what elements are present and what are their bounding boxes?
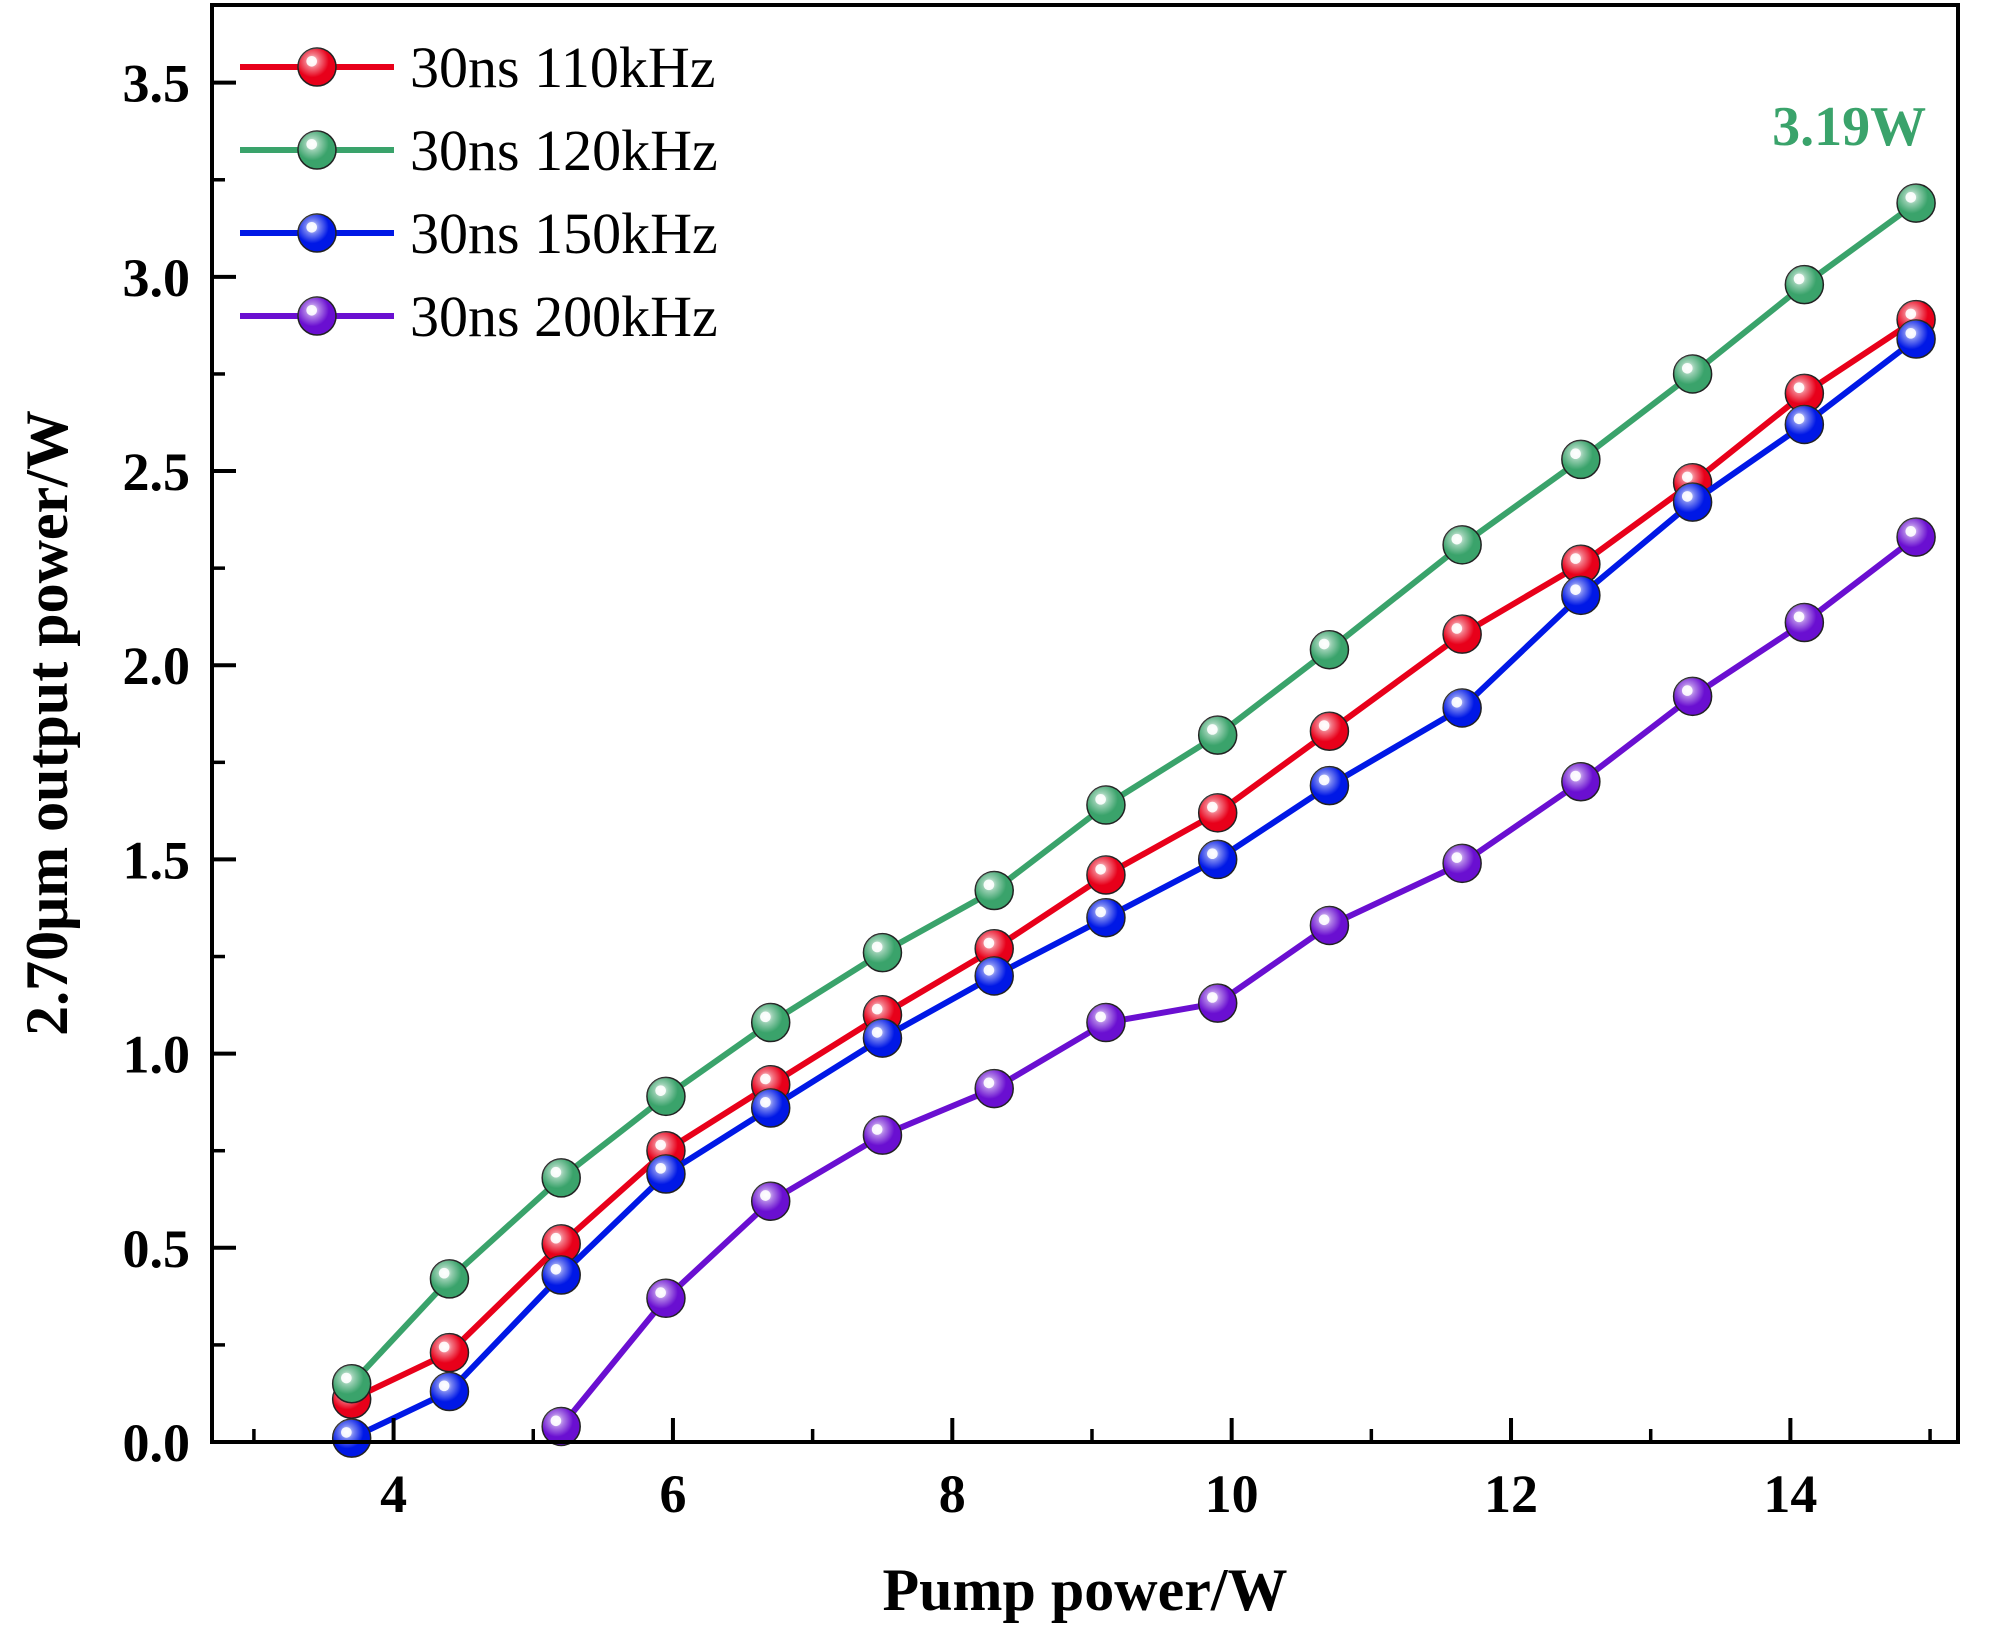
data-point (1197, 715, 1238, 755)
y-tick-label: 1.0 (123, 1025, 191, 1085)
data-point (1309, 629, 1350, 670)
x-tick-label: 6 (659, 1464, 686, 1524)
data-point (429, 1259, 470, 1299)
y-axis-title: 2.70μm output power/W (14, 410, 80, 1036)
y-tick-label: 0.0 (123, 1413, 191, 1473)
legend-swatch-marker (297, 130, 337, 170)
y-tick-label: 3.0 (123, 248, 191, 308)
data-point (750, 1181, 791, 1221)
legend-swatch-marker (297, 47, 337, 87)
data-point (1561, 544, 1601, 585)
legend-label: 30ns 110kHz (410, 35, 716, 100)
data-point (974, 956, 1014, 996)
x-tick-label: 12 (1484, 1464, 1538, 1524)
data-point (1309, 711, 1350, 752)
data-point (1086, 785, 1126, 825)
data-point (1086, 855, 1126, 895)
y-tick-label: 1.5 (123, 830, 191, 890)
data-point (862, 932, 903, 973)
data-point (429, 1332, 470, 1373)
data-point (1197, 839, 1238, 880)
data-point (1442, 688, 1482, 728)
data-point (1896, 319, 1936, 359)
data-point (541, 1255, 581, 1295)
data-point (1561, 575, 1601, 616)
data-point (974, 929, 1014, 969)
data-point (1784, 264, 1825, 305)
legend-entry: 30ns 110kHz (240, 35, 716, 100)
data-point (331, 1418, 372, 1458)
legend-swatch-marker (297, 296, 337, 336)
series-2 (331, 319, 1936, 1458)
legend-label: 30ns 120kHz (410, 118, 718, 183)
data-point (1442, 525, 1482, 565)
data-point (750, 1002, 791, 1043)
data-point (1672, 354, 1713, 394)
data-point (1672, 676, 1713, 717)
series-line (558, 534, 1918, 1429)
x-axis-title: Pump power/W (883, 1557, 1288, 1623)
legend-label: 30ns 200kHz (410, 284, 718, 349)
x-tick-label: 10 (1205, 1464, 1259, 1524)
data-point (646, 1076, 686, 1117)
data-point (1896, 517, 1936, 557)
x-tick-label: 4 (380, 1464, 407, 1524)
legend-entry: 30ns 150kHz (240, 201, 718, 266)
data-point (1442, 614, 1482, 654)
data-point (1896, 183, 1936, 223)
y-tick-label: 3.5 (123, 54, 191, 114)
data-point (1197, 793, 1238, 833)
y-tick-label: 2.0 (123, 636, 191, 696)
data-point (1672, 482, 1713, 522)
data-point (1197, 983, 1238, 1023)
data-point (1561, 439, 1601, 480)
x-tick-label: 8 (939, 1464, 966, 1524)
annotation-peak-label: 3.19W (1772, 96, 1926, 158)
series-3 (541, 517, 1936, 1447)
legend-entry: 30ns 120kHz (240, 118, 718, 183)
data-point (646, 1278, 686, 1319)
data-point (429, 1371, 470, 1412)
data-point (862, 1115, 903, 1155)
series-1 (331, 183, 1936, 1404)
data-point (1309, 905, 1350, 946)
legend-label: 30ns 150kHz (410, 201, 718, 266)
series-layer (331, 183, 1936, 1458)
x-tick-label: 14 (1763, 1464, 1817, 1524)
legend-swatch-marker (297, 213, 337, 253)
data-point (1561, 762, 1601, 802)
data-point (1086, 897, 1126, 938)
data-point (1086, 1002, 1126, 1043)
data-point (646, 1154, 686, 1194)
data-point (750, 1088, 791, 1128)
data-point (862, 1018, 903, 1058)
plot-frame (210, 3, 1960, 1444)
data-point (1309, 765, 1350, 806)
data-point (974, 1068, 1014, 1109)
axes-layer: 4 6 8 10 12 14 0.0 0.5 1.0 1.5 2.0 2.5 3.0 3.5 (123, 54, 1932, 1524)
data-point (541, 1224, 581, 1264)
data-point (541, 1406, 581, 1447)
data-point (1784, 602, 1825, 643)
series-0 (331, 299, 1936, 1420)
y-tick-label: 2.5 (123, 442, 191, 502)
data-point (1784, 404, 1825, 445)
legend: 30ns 110kHz 30ns 120kHz 30ns 150kHz 30ns 20… (240, 35, 718, 349)
data-point (1784, 373, 1825, 414)
data-point (541, 1158, 581, 1198)
data-point (331, 1363, 372, 1404)
legend-entry: 30ns 200kHz (240, 284, 718, 349)
data-point (1442, 843, 1482, 884)
data-point (974, 870, 1014, 911)
y-tick-label: 0.5 (123, 1219, 191, 1279)
